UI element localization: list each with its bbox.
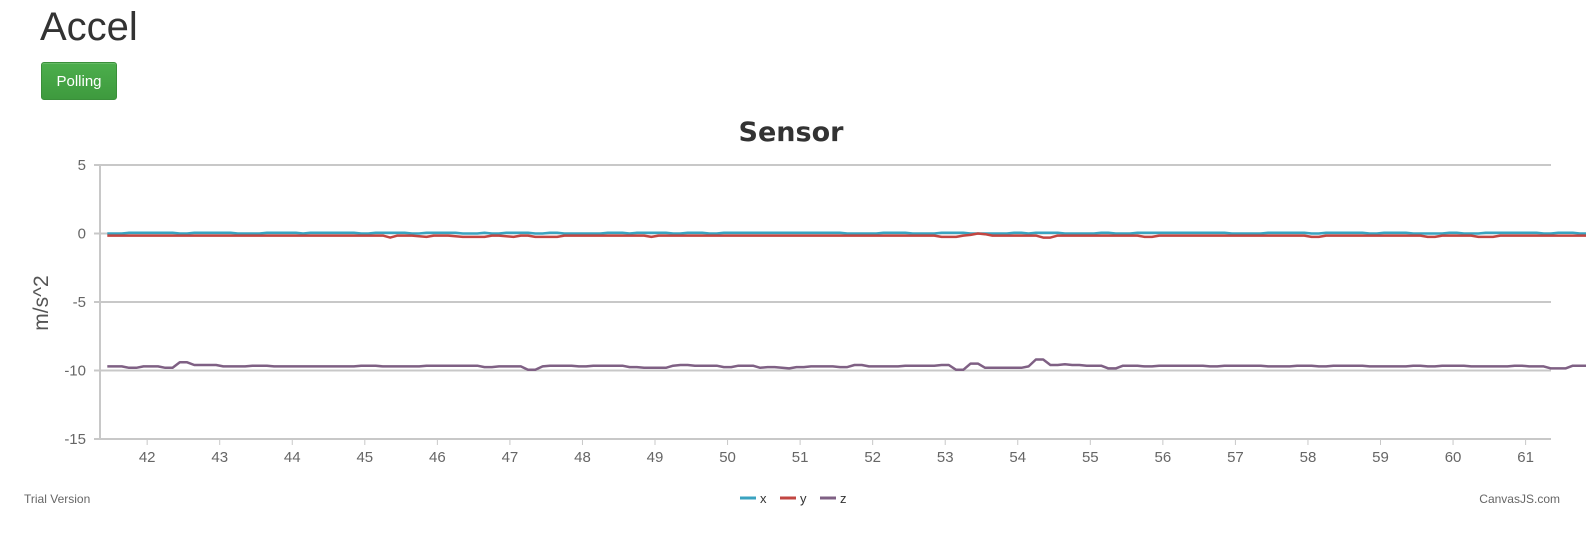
y-tick-label: 5 — [78, 157, 86, 174]
legend-label: x — [760, 491, 767, 506]
x-tick-label: 58 — [1300, 449, 1317, 466]
grid-lines — [94, 164, 1551, 440]
y-tick-label: -15 — [64, 431, 86, 448]
legend-label: y — [800, 491, 807, 506]
canvasjs-credit-link[interactable]: CanvasJS.com — [1479, 492, 1560, 506]
x-tick-label: 47 — [502, 449, 519, 466]
series-lines — [107, 231, 1586, 372]
x-tick-label: 55 — [1082, 449, 1099, 466]
chart-title: Sensor — [739, 117, 845, 148]
x-tick-label: 46 — [429, 449, 446, 466]
x-tick-label: 50 — [719, 449, 736, 466]
x-tick-label: 42 — [139, 449, 156, 466]
series-line-x — [107, 231, 1586, 235]
legend-item-x[interactable]: x — [740, 491, 767, 506]
legend-item-y[interactable]: y — [780, 491, 807, 506]
x-tick-label: 52 — [864, 449, 881, 466]
x-tick-label: 51 — [792, 449, 809, 466]
x-tick-label: 61 — [1517, 449, 1534, 466]
x-tick-label: 49 — [647, 449, 664, 466]
x-tick-label: 43 — [211, 449, 228, 466]
polling-button[interactable]: Polling — [41, 62, 117, 100]
series-line-z — [107, 358, 1586, 372]
x-tick-label: 48 — [574, 449, 591, 466]
series-line-y — [107, 232, 1586, 239]
y-tick-label: -10 — [64, 363, 86, 380]
y-axis-label: m/s^2 — [30, 275, 53, 330]
x-tick-label: 45 — [356, 449, 373, 466]
y-tick-label: 0 — [78, 226, 86, 243]
page-title: Accel — [40, 5, 138, 49]
legend-label: z — [840, 491, 847, 506]
x-tick-label: 54 — [1009, 449, 1026, 466]
x-tick-label: 57 — [1227, 449, 1244, 466]
x-tick-label: 59 — [1372, 449, 1389, 466]
x-tick-label: 60 — [1445, 449, 1462, 466]
x-tick-label: 56 — [1155, 449, 1172, 466]
x-tick-label: 53 — [937, 449, 954, 466]
legend[interactable]: x y z — [740, 491, 847, 506]
y-tick-label: -5 — [73, 294, 86, 311]
x-tick-label: 44 — [284, 449, 301, 466]
legend-item-z[interactable]: z — [820, 491, 847, 506]
trial-version-label: Trial Version — [24, 492, 90, 506]
